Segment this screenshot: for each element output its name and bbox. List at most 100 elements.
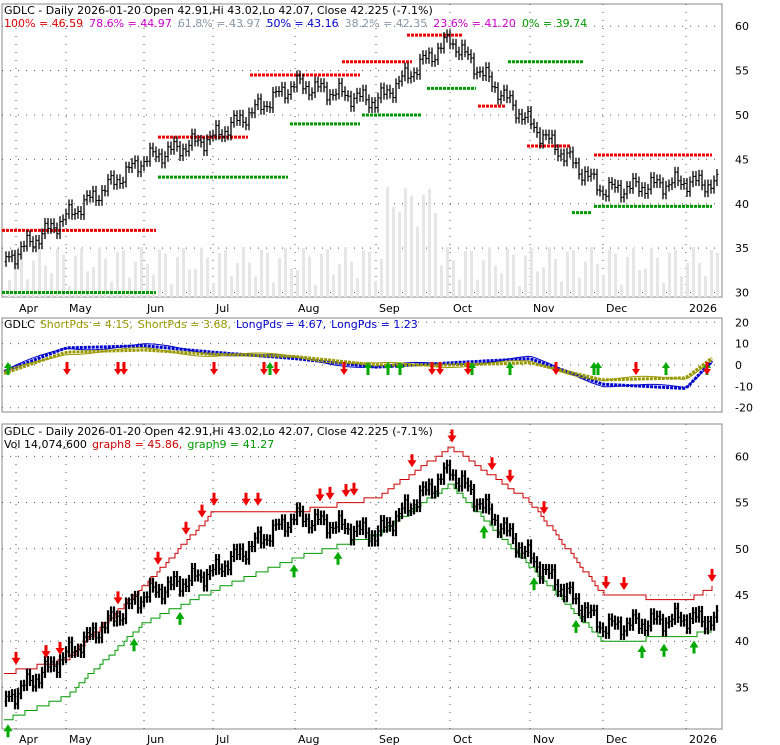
p1-volume-bar	[608, 249, 611, 297]
down-arrow-icon	[197, 504, 207, 518]
p2-legend-item: GDLC	[4, 318, 35, 331]
p2-thick-series	[3, 344, 714, 390]
p1-volume-bar	[152, 274, 155, 297]
p1-volume-bar	[398, 211, 401, 297]
down-arrow-icon	[632, 362, 640, 375]
up-arrow-icon	[289, 564, 299, 578]
up-arrow-icon	[468, 362, 476, 375]
p1-volume-bar	[254, 276, 257, 297]
down-arrow-icon	[601, 576, 611, 590]
p1-volume-bar	[134, 261, 137, 297]
p1-volume-bar	[668, 252, 671, 297]
p1-volume-bar	[20, 251, 23, 297]
p1-y-tick-label: 35	[735, 242, 749, 255]
p2-legend-item: ShortPds = 3.68,	[138, 318, 231, 331]
p1-volume-bar	[422, 194, 425, 297]
p1-volume-bar	[56, 248, 59, 297]
up-arrow-icon	[4, 362, 12, 375]
p1-volume-bar	[230, 276, 233, 297]
p1-volume-bar	[332, 274, 335, 297]
fib-level-label: 23.6% = 41.20	[433, 17, 516, 30]
p1-volume-bar	[362, 250, 365, 297]
down-arrow-icon	[487, 457, 497, 471]
p1-volume-bar	[560, 281, 563, 297]
p3-x-tick-label: Jun	[146, 733, 164, 745]
p1-volume-bar	[98, 247, 101, 297]
p2-legend-item: ShortPds = 4.15,	[40, 318, 133, 331]
down-arrow-icon	[703, 362, 711, 375]
p2-legend-item: LongPds = 4.67,	[236, 318, 326, 331]
p1-y-tick-label: 45	[735, 153, 749, 166]
p1-volume-bar	[182, 247, 185, 297]
down-arrow-icon	[447, 429, 457, 443]
down-arrow-icon	[315, 488, 325, 502]
p1-volume-bar	[374, 281, 377, 297]
p1-volume-bar	[218, 252, 221, 297]
p1-volume-bar	[404, 188, 407, 297]
p3-legend-item: graph9 = 41.27	[187, 438, 274, 451]
p1-x-tick-label: 2026	[689, 302, 717, 315]
p1-volume-bar	[614, 253, 617, 297]
p1-volume-bar	[488, 247, 491, 297]
p1-volume-bar	[86, 271, 89, 297]
p1-volume-bar	[392, 206, 395, 297]
down-arrow-icon	[41, 645, 51, 659]
p1-volume-bar	[500, 273, 503, 297]
p1-x-tick-label: Dec	[606, 302, 627, 315]
p1-volume-bar	[356, 278, 359, 297]
p1-volume-bar	[272, 282, 275, 297]
p1-volume-bar	[686, 262, 689, 297]
up-arrow-icon	[396, 362, 404, 375]
p1-volume-bar	[236, 262, 239, 297]
p1-volume-bar	[710, 249, 713, 297]
down-arrow-icon	[153, 551, 163, 565]
p1-x-tick-label: Aug	[298, 302, 319, 315]
p1-volume-bar	[458, 279, 461, 297]
p1-volume-bar	[146, 263, 149, 297]
p1-volume-bar	[656, 257, 659, 297]
p1-volume-bar	[692, 247, 695, 297]
p2-legend-item: LongPds = 1.23	[331, 318, 418, 331]
p1-volume-bar	[302, 247, 305, 297]
down-arrow-icon	[120, 362, 128, 375]
p1-volume-bar	[662, 282, 665, 297]
p1-volume-bar	[338, 264, 341, 297]
price-stops-panel: 60 55 50 45 40 35 Apr May Jun Jul Aug Sep Oct Nov Dec 2…	[1, 423, 749, 745]
p3-x-tick-label: 2026	[689, 733, 717, 745]
p1-x-tick-label: May	[69, 302, 92, 315]
p1-volume-bar	[698, 262, 701, 297]
p1-volume-bar	[680, 276, 683, 297]
p1-volume-bar	[284, 247, 287, 297]
p3-legend-item: graph8 = 45.86,	[92, 438, 182, 451]
p3-y-tick-label: 35	[735, 681, 749, 694]
p1-volume-bar	[584, 261, 587, 297]
p1-y-tick-label: 60	[735, 20, 749, 33]
down-arrow-icon	[407, 454, 417, 468]
down-arrow-icon	[619, 577, 629, 591]
p1-volume-bar	[632, 247, 635, 297]
p1-volume-bar	[482, 260, 485, 297]
p2-y-tick-label: 0	[735, 359, 742, 372]
p1-y-tick-label: 50	[735, 109, 749, 122]
fib-level-label: 50% = 43.16	[266, 17, 338, 30]
down-arrow-icon	[707, 568, 717, 582]
p1-volume-bar	[434, 212, 437, 297]
p1-volume-bar	[566, 251, 569, 297]
oscillator-panel: 20 10 0 -10 -20 GDLC ShortPds = 4.15, ShortPds …	[1, 316, 753, 415]
fib-level-label: 100% = 46.59	[4, 17, 83, 30]
up-arrow-icon	[384, 362, 392, 375]
p1-volume-bar	[542, 267, 545, 297]
p1-volume-bar	[8, 279, 11, 297]
p1-volume-bar	[296, 270, 299, 297]
p3-stop-line-graph8	[4, 446, 713, 674]
down-arrow-icon	[210, 362, 218, 375]
p1-volume-bar	[290, 268, 293, 297]
down-arrow-icon	[436, 362, 444, 375]
up-arrow-icon	[129, 638, 139, 652]
p3-y-tick-label: 55	[735, 497, 749, 510]
p1-volume-bar	[464, 251, 467, 297]
p1-x-tick-label: Jul	[215, 302, 229, 315]
down-arrow-icon	[11, 651, 21, 665]
p1-volume-bar	[104, 258, 107, 297]
